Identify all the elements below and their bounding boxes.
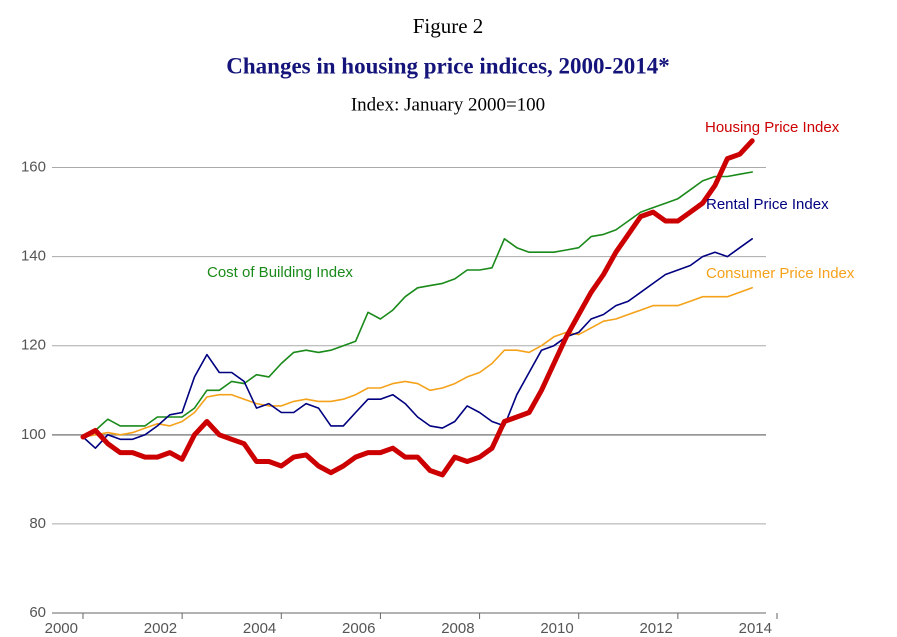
x-tick-label: 2010	[540, 620, 573, 637]
y-tick-label: 140	[21, 248, 46, 265]
x-tick-label: 2012	[639, 620, 672, 637]
series-label: Consumer Price Index	[706, 265, 855, 282]
series-label: Rental Price Index	[706, 196, 829, 213]
series-label: Cost of Building Index	[207, 264, 353, 281]
y-tick-label: 120	[21, 337, 46, 354]
y-tick-label: 160	[21, 159, 46, 176]
series-line	[82, 238, 754, 450]
x-tick-label: 2000	[45, 620, 78, 637]
x-tick-label: 2014	[739, 620, 772, 637]
x-tick-label: 2002	[144, 620, 177, 637]
series-line	[80, 138, 755, 478]
series-line	[82, 171, 754, 438]
x-tick-label: 2004	[243, 620, 276, 637]
series-label: Housing Price Index	[705, 119, 840, 136]
y-tick-label: 60	[29, 604, 46, 621]
chart-title: Changes in housing price indices, 2000-2…	[226, 53, 669, 78]
x-tick-label: 2006	[342, 620, 375, 637]
x-tick-label: 2008	[441, 620, 474, 637]
chart-subtitle: Index: January 2000=100	[351, 94, 545, 115]
series-line	[82, 286, 754, 438]
y-tick-label: 100	[21, 426, 46, 443]
y-tick-label: 80	[29, 515, 46, 532]
figure-label: Figure 2	[413, 14, 484, 38]
